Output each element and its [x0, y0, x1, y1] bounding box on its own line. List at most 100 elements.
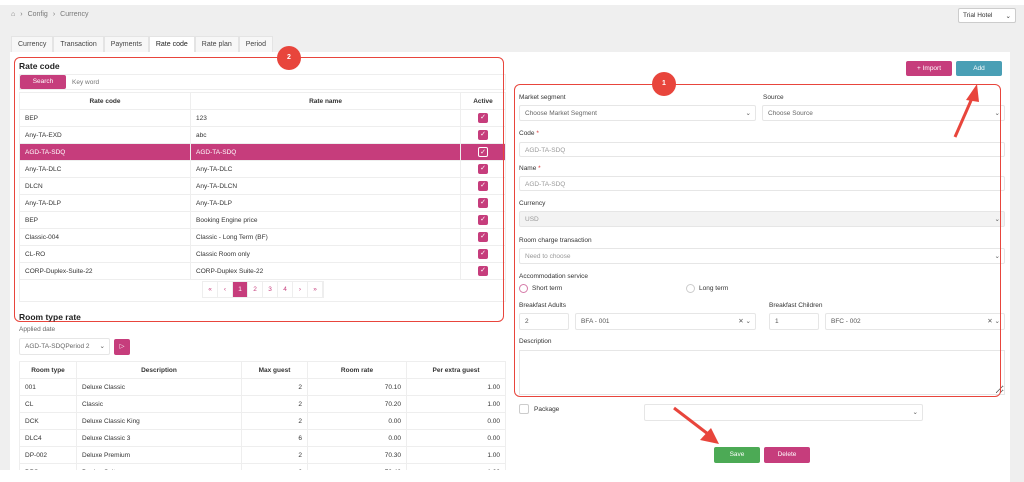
search-button[interactable]: Search	[20, 75, 66, 89]
market-segment-select[interactable]: Choose Market Segment ⌄	[519, 105, 756, 121]
rate-code-cell: AGD-TA-SDQ	[19, 143, 191, 161]
page-button[interactable]: 3	[263, 282, 278, 297]
save-button[interactable]: Save	[714, 447, 760, 463]
home-icon[interactable]: ⌂	[11, 11, 16, 18]
play-icon: ▷	[119, 343, 125, 350]
breakfast-children-label: Breakfast Children	[769, 302, 823, 309]
name-input[interactable]: AGD-TA-SDQ	[519, 176, 1005, 191]
chevron-down-icon: ⌄	[994, 216, 1000, 223]
package-checkbox[interactable]: Package	[519, 404, 559, 414]
search-bar: Search	[19, 74, 506, 90]
breakfast-children-select[interactable]: BFC - 002 ✕ ⌄	[825, 313, 1005, 330]
annotation-badge-1: 1	[652, 72, 676, 96]
active-checkbox[interactable]: ✓	[478, 215, 488, 225]
radio-long-term[interactable]: Long term	[686, 284, 728, 293]
checkbox-icon	[519, 404, 529, 414]
table-row[interactable]: CL Classic 2 70.20 1.00	[19, 395, 506, 413]
delete-button[interactable]: Delete	[764, 447, 810, 463]
description-label: Description	[519, 338, 552, 345]
tab-rate-plan[interactable]: Rate plan	[194, 36, 239, 52]
chevron-down-icon: ⌄	[745, 318, 751, 325]
table-row[interactable]: CL-RO Classic Room only ✓	[19, 245, 506, 263]
table-row[interactable]: BEP Booking Engine price ✓	[19, 211, 506, 229]
rate-code-table: Rate code Rate name Active BEP 123 ✓ Any-TA…	[19, 92, 506, 280]
breadcrumb-config[interactable]: Config	[27, 11, 48, 18]
active-checkbox[interactable]: ✓	[478, 232, 488, 242]
page-button[interactable]: 1	[233, 282, 248, 297]
tab-bar: Currency Transaction Payments Rate code …	[11, 36, 273, 52]
hotel-select[interactable]: Trial Hotel ⌄	[958, 8, 1016, 23]
tab-payments[interactable]: Payments	[103, 36, 149, 52]
table-row[interactable]: Any-TA-EXD abc ✓	[19, 126, 506, 144]
chevron-down-icon: ⌄	[994, 318, 1000, 325]
page-button[interactable]: 4	[278, 282, 293, 297]
arrow-to-save	[673, 406, 719, 444]
active-checkbox[interactable]: ✓	[478, 147, 488, 157]
chevron-down-icon: ⌄	[994, 110, 1000, 117]
chevron-down-icon: ⌄	[994, 253, 1000, 260]
radio-icon	[686, 284, 695, 293]
table-row[interactable]: 001 Deluxe Classic 2 70.10 1.00	[19, 378, 506, 396]
import-button[interactable]: + Import	[906, 61, 952, 76]
radio-selected-icon	[519, 284, 528, 293]
tab-currency[interactable]: Currency	[11, 36, 54, 52]
rate-code-title: Rate code	[19, 61, 60, 71]
table-row[interactable]: DCK Deluxe Classic King 2 0.00 0.00	[19, 412, 506, 430]
page-button[interactable]: ›	[293, 282, 308, 297]
breakfast-children-qty[interactable]: 1	[769, 313, 819, 330]
breakfast-adults-label: Breakfast Adults	[519, 302, 566, 309]
description-textarea[interactable]	[519, 350, 1005, 395]
market-segment-label: Market segment	[519, 94, 566, 101]
plus-icon: +	[916, 65, 923, 72]
applied-date-select[interactable]: AGD-TA-SDQPeriod 2 ⌄	[19, 338, 110, 355]
breakfast-adults-qty[interactable]: 2	[519, 313, 569, 330]
room-charge-select[interactable]: Need to choose ⌄	[519, 248, 1005, 264]
package-select[interactable]: ⌄	[644, 404, 923, 421]
name-label: Name *	[519, 165, 541, 172]
clear-icon[interactable]: ✕	[738, 318, 744, 325]
table-row[interactable]: Any-TA-DLC Any-TA-DLC ✓	[19, 160, 506, 178]
clear-icon[interactable]: ✕	[987, 318, 993, 325]
breakfast-adults-select[interactable]: BFA - 001 ✕ ⌄	[575, 313, 756, 330]
page-button[interactable]: »	[308, 282, 323, 297]
apply-button[interactable]: ▷	[114, 339, 130, 355]
chevron-down-icon: ⌄	[1005, 13, 1011, 20]
source-select[interactable]: Choose Source ⌄	[762, 105, 1005, 121]
accommodation-label: Accommodation service	[519, 273, 588, 280]
page-button[interactable]: ‹	[218, 282, 233, 297]
currency-select[interactable]: USD ⌄	[519, 211, 1005, 227]
active-checkbox[interactable]: ✓	[478, 130, 488, 140]
tab-rate-code[interactable]: Rate code	[148, 36, 195, 52]
active-checkbox[interactable]: ✓	[478, 164, 488, 174]
annotation-badge-2: 2	[277, 46, 301, 70]
currency-label: Currency	[519, 200, 546, 207]
table-row[interactable]: CORP-Duplex-Suite-22 CORP-Duplex Suite-22…	[19, 262, 506, 280]
tab-transaction[interactable]: Transaction	[53, 36, 104, 52]
room-type-rate-title: Room type rate	[19, 312, 81, 322]
arrow-to-add	[953, 84, 979, 138]
active-checkbox[interactable]: ✓	[478, 266, 488, 276]
page-button[interactable]: «	[203, 282, 218, 297]
chevron-down-icon: ⌄	[99, 343, 105, 350]
applied-date-label: Applied date	[19, 326, 56, 333]
code-label: Code *	[519, 130, 539, 137]
active-checkbox[interactable]: ✓	[478, 198, 488, 208]
tab-period[interactable]: Period	[238, 36, 273, 52]
active-checkbox[interactable]: ✓	[478, 181, 488, 191]
active-checkbox[interactable]: ✓	[478, 113, 488, 123]
room-charge-label: Room charge transaction	[519, 237, 592, 244]
chevron-down-icon: ⌄	[912, 409, 918, 416]
breadcrumb-currency: Currency	[60, 11, 89, 18]
keyword-input[interactable]	[66, 75, 505, 89]
radio-short-term[interactable]: Short term	[519, 284, 562, 293]
code-input[interactable]: AGD-TA-SDQ	[519, 142, 1005, 157]
add-button[interactable]: Add	[956, 61, 1002, 76]
breadcrumb: ⌂ › Config › Currency	[11, 11, 89, 18]
page-button[interactable]: 2	[248, 282, 263, 297]
annotation-box-1	[514, 84, 1001, 397]
active-checkbox[interactable]: ✓	[478, 249, 488, 259]
chevron-down-icon: ⌄	[745, 110, 751, 117]
source-label: Source	[763, 94, 784, 101]
pagination: «‹ 1 2 3 4 ›»	[202, 281, 324, 298]
